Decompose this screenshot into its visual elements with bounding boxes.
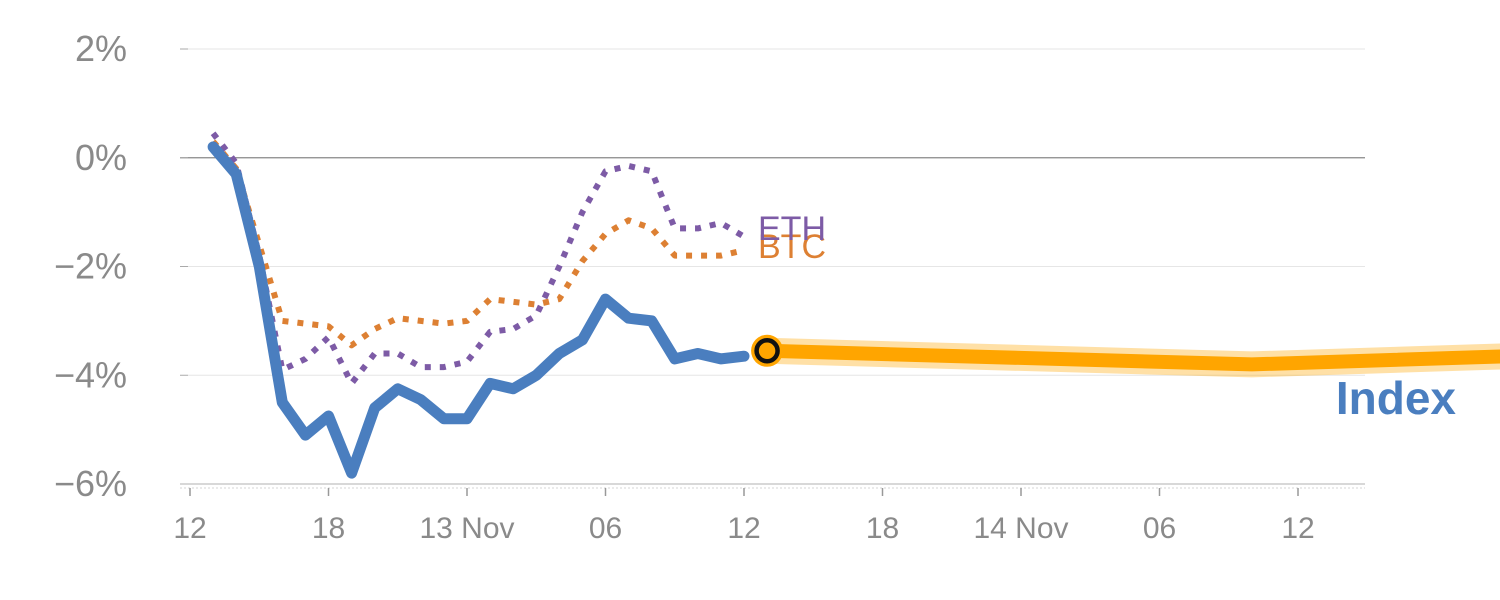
y-tick-label: −6% [54, 463, 127, 504]
series-line-index [207, 141, 750, 479]
y-tick-label: 2% [75, 28, 127, 69]
x-tick-label: 12 [1281, 512, 1314, 545]
series-line-btc [210, 139, 745, 349]
series-label-btc: BTC [758, 228, 826, 266]
series-line-eth [210, 131, 746, 387]
forecast-line [766, 343, 1500, 372]
x-tick-label: 12 [173, 512, 206, 545]
series-label-index: Index [1336, 372, 1457, 424]
x-tick-label: 12 [727, 512, 760, 545]
y-tick-label: −2% [54, 246, 127, 287]
x-tick-label: 18 [866, 512, 899, 545]
x-tick-label: 13 Nov [419, 512, 514, 545]
series-label-eth: ETH [758, 210, 826, 248]
x-tick-label: 18 [312, 512, 345, 545]
x-tick-label: 06 [1143, 512, 1176, 545]
x-tick-label: 14 Nov [973, 512, 1068, 545]
x-tick-label: 06 [589, 512, 622, 545]
y-tick-label: 0% [75, 137, 127, 178]
y-tick-label: −4% [54, 354, 127, 395]
current-point-marker [754, 338, 780, 364]
